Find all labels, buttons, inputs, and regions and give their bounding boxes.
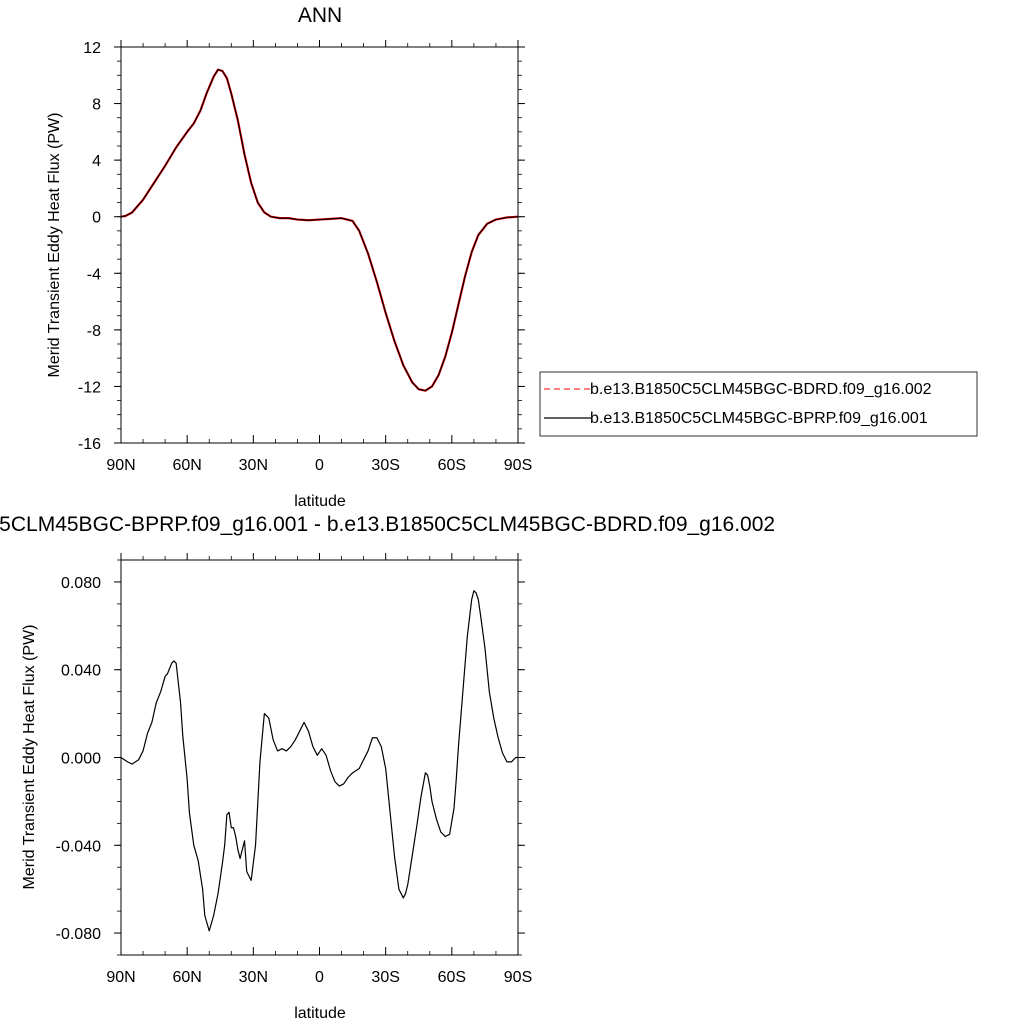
chart-title: ANN xyxy=(298,4,342,27)
chart-panel-annual-mean: ANN 90N 60N 30N 0 30S 60S 90S 12 8 4 0 -4 -8 -12 -16 M… xyxy=(46,4,978,510)
y-tick-label: -4 xyxy=(87,266,101,283)
chart-panel-difference: b.e13.B1850C5CLM45BGC-BPRP.f09_g16.001 -… xyxy=(0,513,775,1022)
y-tick-label: -16 xyxy=(78,436,101,453)
x-tick-label: 60S xyxy=(438,457,466,474)
x-tick-label: 90N xyxy=(106,969,135,986)
y-tick-label: -12 xyxy=(78,379,101,396)
y-tick-label: 0.040 xyxy=(61,663,101,680)
x-tick-label: 30N xyxy=(239,969,268,986)
x-tick-label: 90S xyxy=(504,457,532,474)
x-tick-label: 60S xyxy=(438,969,466,986)
x-tick-label: 90S xyxy=(504,969,532,986)
legend-label-bprp: b.e13.B1850C5CLM45BGC-BPRP.f09_g16.001 xyxy=(590,410,928,427)
x-tick-label: 0 xyxy=(315,457,324,474)
legend: b.e13.B1850C5CLM45BGC-BDRD.f09_g16.002 b… xyxy=(539,371,978,437)
y-tick-label: -0.080 xyxy=(56,926,101,943)
x-tick-label: 60N xyxy=(172,969,201,986)
x-tick-label: 60N xyxy=(172,457,201,474)
y-tick-label: -0.040 xyxy=(56,838,101,855)
x-tick-label: 30S xyxy=(371,969,399,986)
y-tick-label: 0.080 xyxy=(61,575,101,592)
series-group xyxy=(120,68,519,392)
plot-frame xyxy=(120,46,519,444)
series-line-solid xyxy=(120,590,518,932)
x-tick-label: 30S xyxy=(371,457,399,474)
legend-label-bdrd: b.e13.B1850C5CLM45BGC-BDRD.f09_g16.002 xyxy=(590,381,932,398)
x-axis-label: latitude xyxy=(294,1005,346,1022)
tick-marks: 90N 60N 30N 0 30S 60S 90S 12 8 4 0 -4 -8 -12 -16 xyxy=(78,40,532,474)
series-line-solid xyxy=(120,69,519,392)
chart-title: b.e13.B1850C5CLM45BGC-BPRP.f09_g16.001 -… xyxy=(0,513,775,536)
y-tick-label: 0.000 xyxy=(61,751,101,768)
y-tick-label: 8 xyxy=(92,97,101,114)
y-axis-label: Merid Transient Eddy Heat Flux (PW) xyxy=(46,113,63,378)
x-tick-label: 0 xyxy=(315,969,324,986)
tick-marks: 90N 60N 30N 0 30S 60S 90S 0.080 0.040 0.000 -0.040… xyxy=(56,553,532,986)
y-tick-label: 12 xyxy=(83,40,101,57)
plot-frame xyxy=(120,559,519,956)
series-group xyxy=(120,590,518,932)
x-tick-label: 30N xyxy=(239,457,268,474)
x-tick-label: 90N xyxy=(106,457,135,474)
series-line-dashed xyxy=(120,68,519,392)
y-tick-label: 4 xyxy=(92,153,101,170)
legend-box xyxy=(539,371,978,437)
y-tick-label: -8 xyxy=(87,323,101,340)
y-tick-label: 0 xyxy=(92,210,101,227)
y-axis-label: Merid Transient Eddy Heat Flux (PW) xyxy=(21,625,38,890)
x-axis-label: latitude xyxy=(294,493,346,510)
